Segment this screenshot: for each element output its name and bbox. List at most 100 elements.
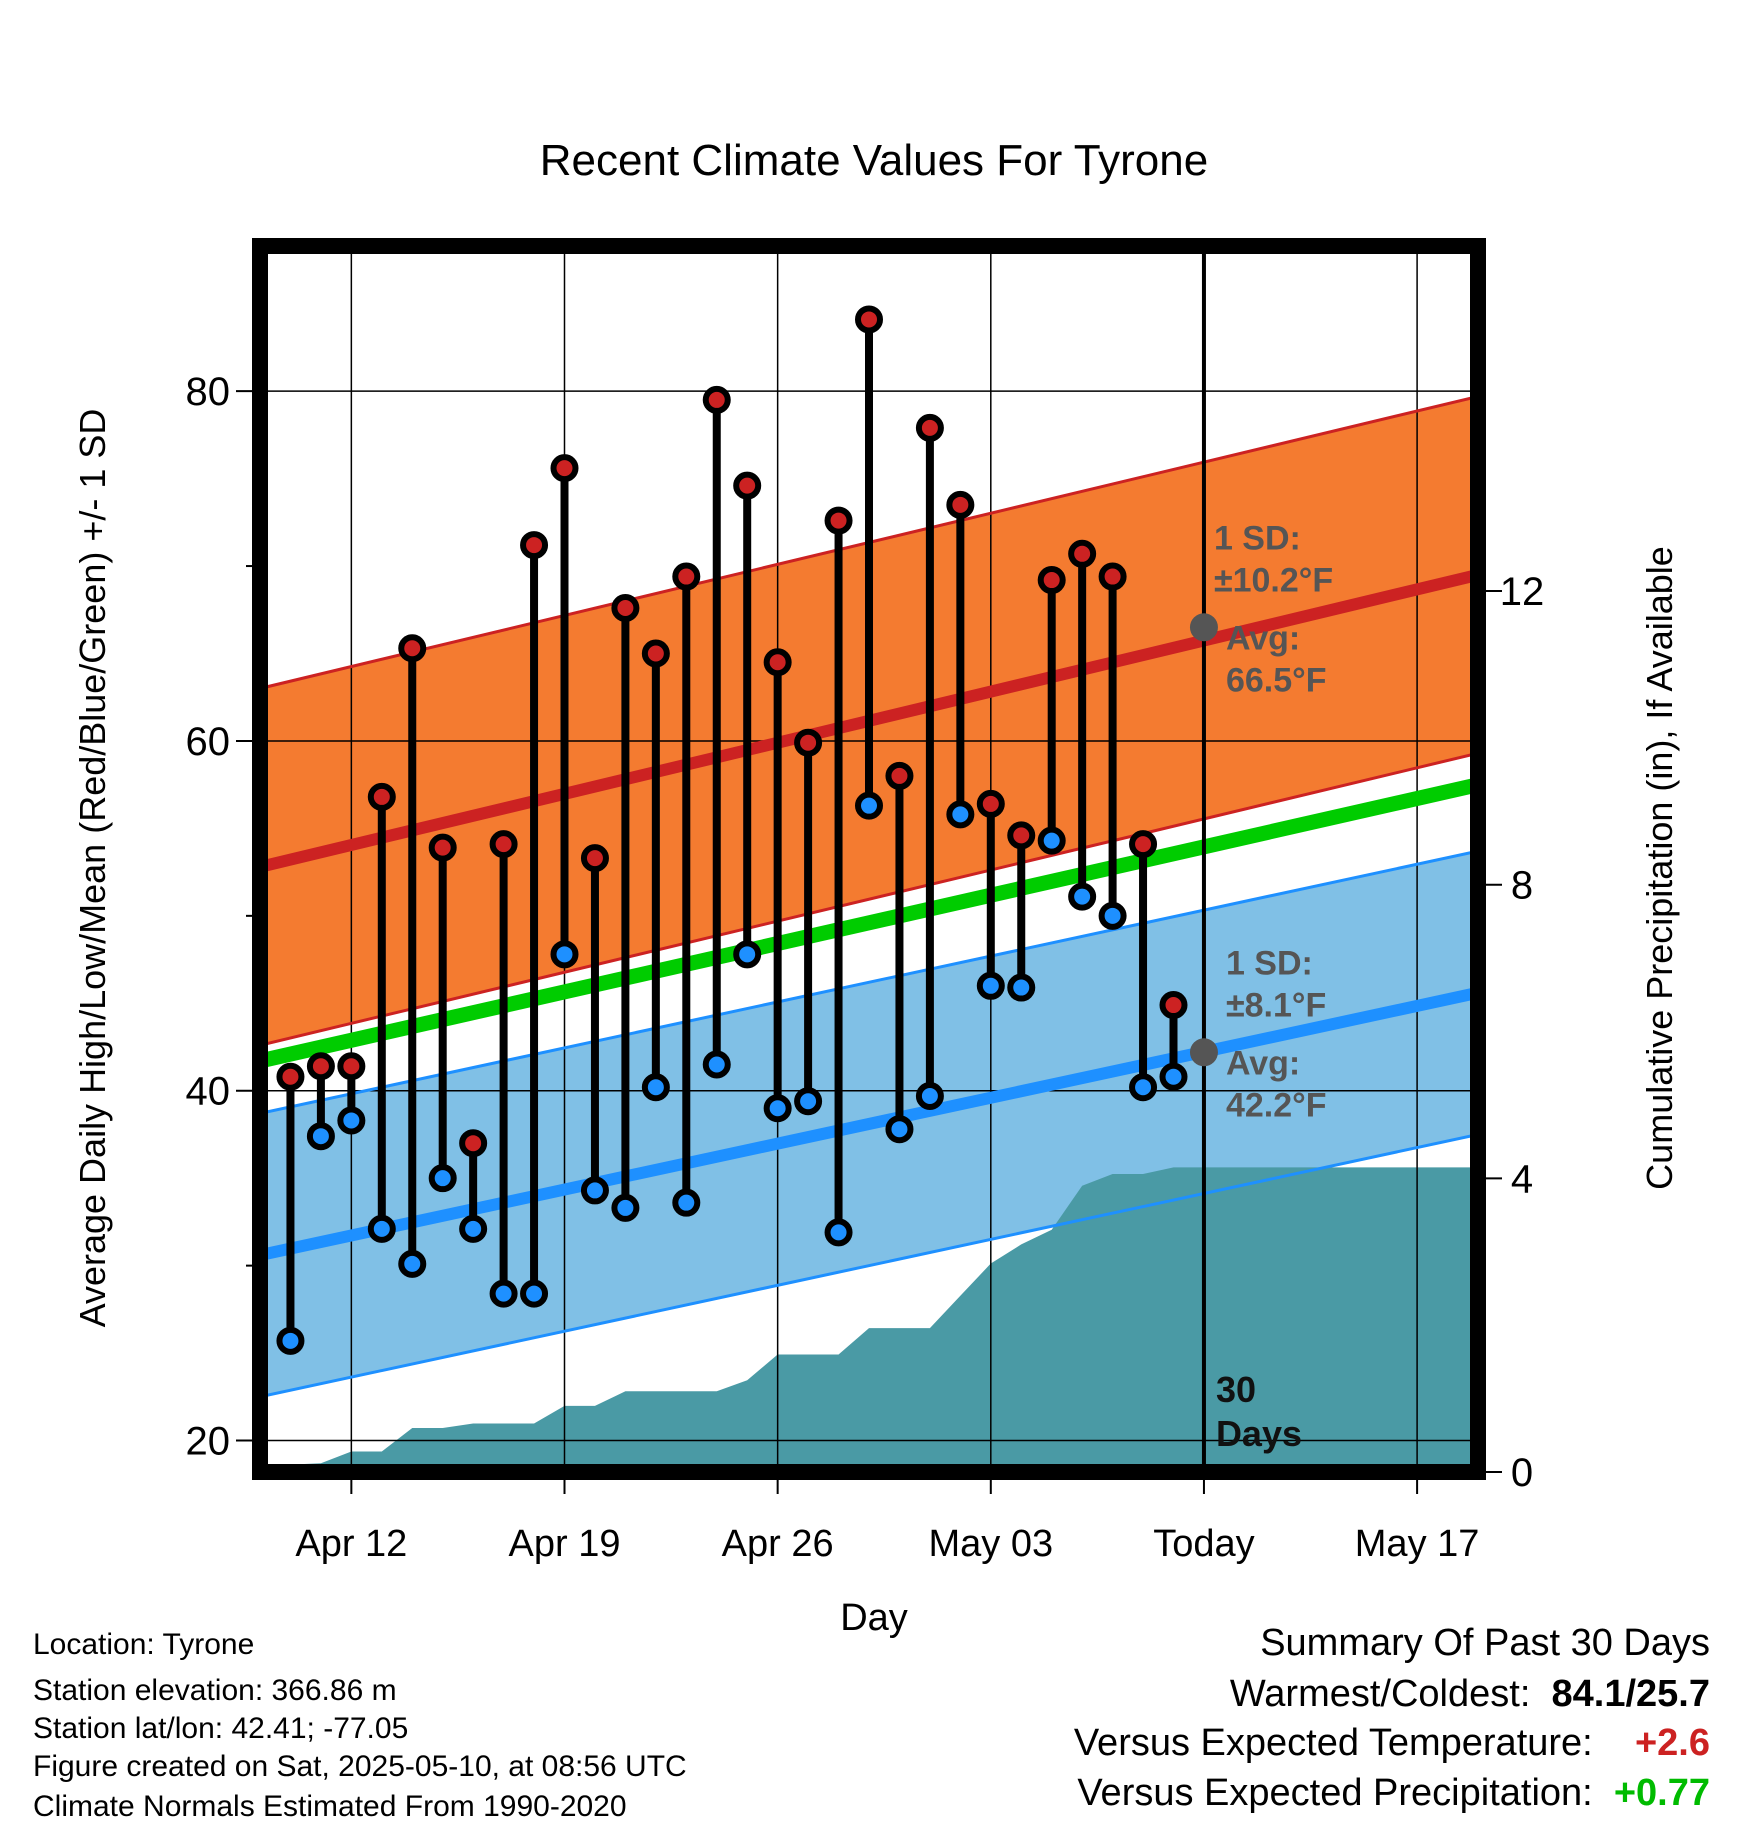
y-tick-label: 80 [186, 370, 231, 414]
daily-high-point [1129, 830, 1158, 859]
daily-low-point [611, 1193, 640, 1222]
daily-low-point [1068, 882, 1097, 911]
daily-low-point [306, 1122, 335, 1151]
summary-precip: Versus Expected Precipitation: +0.77 [1077, 1772, 1710, 1815]
info-normals: Climate Normals Estimated From 1990-2020 [33, 1790, 627, 1823]
daily-low-point [276, 1326, 305, 1355]
normal-mean-line [260, 777, 1478, 1069]
warm-cold-value: 84.1/25.7 [1551, 1673, 1710, 1715]
daily-high-point [580, 844, 609, 873]
plot-frame [252, 238, 1486, 1480]
daily-low-point [915, 1081, 944, 1110]
daily-high-point [672, 562, 701, 591]
plot-inner [260, 246, 1478, 1472]
daily-high-point [306, 1052, 335, 1081]
x-tick-label: May 03 [928, 1523, 1053, 1565]
info-elevation: Station elevation: 366.86 m [33, 1674, 397, 1707]
daily-low-point [1098, 901, 1127, 930]
x-tick-label: Apr 19 [509, 1523, 621, 1565]
daily-low-point [885, 1115, 914, 1144]
daily-high-point [976, 789, 1005, 818]
days-annotation-number: 30 [1216, 1369, 1256, 1410]
daily-high-point [641, 639, 670, 668]
plot-area: 20 40 60 80 0 4 8 12 Apr 12 Apr 19 Apr 26 May 03 Tod… [186, 238, 1545, 1565]
low-sd-annotation-value: ±8.1°F [1226, 986, 1326, 1024]
daily-low-point [367, 1214, 396, 1243]
low-sd-lower-edge [260, 1132, 1478, 1399]
daily-high-point [946, 490, 975, 519]
high-sd-annotation-value: ±10.2°F [1214, 561, 1333, 599]
daily-low-point [672, 1188, 701, 1217]
low-avg-annotation-label: Avg: [1226, 1044, 1300, 1082]
daily-low-point [1007, 973, 1036, 1002]
daily-high-point [855, 305, 883, 334]
low-avg-marker [1189, 1038, 1218, 1067]
high-avg-annotation-label: Avg: [1226, 619, 1300, 657]
daily-low-point [580, 1176, 609, 1205]
low-avg-annotation-value: 42.2°F [1226, 1086, 1327, 1124]
summary-temp: Versus Expected Temperature: +2.6 [1074, 1722, 1710, 1765]
daily-high-point [824, 506, 853, 535]
daily-high-point [428, 833, 457, 862]
daily-high-point [398, 634, 427, 663]
info-created: Figure created on Sat, 2025-05-10, at 08… [33, 1750, 687, 1783]
summary-warm-cold: Warmest/Coldest: 84.1/25.7 [1230, 1673, 1710, 1716]
warm-cold-label: Warmest/Coldest: [1229, 1673, 1531, 1715]
daily-high-point [611, 594, 640, 623]
daily-high-point [1007, 821, 1036, 850]
daily-low-point [794, 1087, 823, 1116]
low-sd-upper-edge [260, 849, 1478, 1115]
x-tick-label: Apr 26 [722, 1523, 834, 1565]
high-sd-annotation-label: 1 SD: [1214, 519, 1301, 557]
high-avg-annotation-value: 66.5°F [1226, 661, 1327, 699]
y-tick-label: 60 [186, 720, 231, 764]
daily-low-point [824, 1218, 853, 1247]
info-latlon: Station lat/lon: 42.41; -77.05 [33, 1712, 409, 1745]
y2-tick-label: 4 [1511, 1157, 1533, 1201]
daily-high-point [550, 454, 579, 483]
daily-low-point [520, 1279, 549, 1308]
daily-high-point [915, 413, 944, 442]
precip-label: Versus Expected Precipitation: [1077, 1772, 1593, 1814]
high-avg-marker [1189, 613, 1218, 642]
daily-low-point [428, 1164, 457, 1193]
precip-area [260, 1167, 1478, 1472]
daily-low-point [550, 940, 579, 969]
daily-high-point [520, 531, 549, 560]
daily-high-point [763, 648, 792, 677]
daily-low-point [702, 1050, 731, 1079]
y2-tick-label: 0 [1511, 1451, 1533, 1495]
y2-tick-label: 8 [1511, 864, 1533, 908]
low-sd-annotation-label: 1 SD: [1226, 944, 1313, 982]
x-axis-label: Day [840, 1597, 908, 1639]
y-tick-label: 20 [186, 1420, 231, 1464]
daily-high-point [337, 1052, 366, 1081]
summary-title: Summary Of Past 30 Days [1260, 1622, 1710, 1664]
daily-high-point [459, 1129, 488, 1158]
daily-low-point [946, 800, 975, 829]
days-annotation-label: Days [1216, 1413, 1302, 1454]
high-sd-lower-edge [260, 751, 1478, 1047]
daily-low-point [733, 940, 762, 969]
chart-title: Recent Climate Values For Tyrone [540, 136, 1208, 185]
daily-high-point [1037, 566, 1066, 595]
x-tick-label: Apr 12 [295, 1523, 407, 1565]
temp-value: +2.6 [1634, 1722, 1710, 1764]
daily-high-point [367, 782, 396, 811]
y-tick-label: 40 [186, 1070, 231, 1114]
x-tick-label: May 17 [1355, 1523, 1480, 1565]
daily-high-point [733, 471, 762, 500]
daily-high-point [1159, 991, 1188, 1020]
daily-high-point [794, 728, 823, 757]
normal-low-line [260, 986, 1478, 1261]
daily-low-point [1129, 1073, 1158, 1102]
daily-low-point [1037, 826, 1066, 855]
daily-low-point [398, 1249, 427, 1278]
daily-high-point [702, 385, 731, 414]
y2-tick-label: 12 [1500, 570, 1545, 614]
daily-high-point [1098, 562, 1127, 591]
daily-low-point [976, 971, 1005, 1000]
info-location: Location: Tyrone [33, 1628, 255, 1661]
temp-label: Versus Expected Temperature: [1073, 1722, 1593, 1764]
